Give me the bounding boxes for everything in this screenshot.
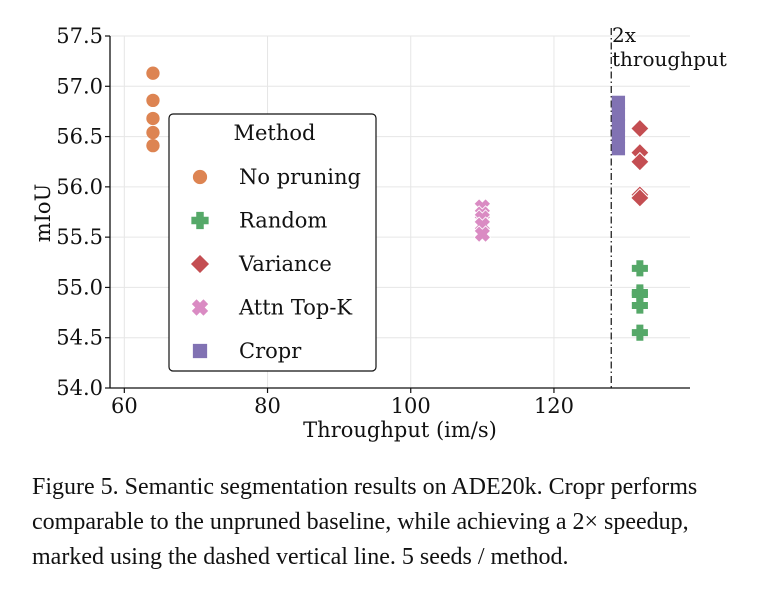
legend-marker-random bbox=[191, 211, 209, 230]
y-tick-label: 54.0 bbox=[56, 376, 103, 400]
variance-point bbox=[630, 151, 650, 172]
legend-marker-attn-top-k bbox=[190, 298, 210, 317]
no-pruning-point bbox=[146, 111, 160, 126]
random-point bbox=[631, 286, 648, 303]
x-tick-label: 120 bbox=[534, 394, 574, 418]
legend-label-cropr: Cropr bbox=[239, 339, 302, 363]
no-pruning-point bbox=[146, 138, 160, 153]
no-pruning-point bbox=[146, 125, 160, 140]
data-points bbox=[146, 66, 650, 341]
scatter-chart: 54.0 54.5 55.0 55.5 56.0 56.5 57.0 57.5 60 80 100 1… bbox=[31, 23, 727, 442]
legend-label-variance: Variance bbox=[238, 252, 332, 276]
y-tick-label: 54.5 bbox=[56, 326, 103, 350]
annotation-throughput: throughput bbox=[612, 47, 727, 71]
variance-point bbox=[630, 118, 650, 139]
no-pruning-point bbox=[146, 66, 160, 80]
x-tick-label: 100 bbox=[391, 394, 431, 418]
y-tick-label: 55.5 bbox=[56, 225, 103, 249]
x-tick-label: 80 bbox=[254, 394, 281, 418]
axes bbox=[105, 35, 690, 393]
x-tick-label: 60 bbox=[111, 394, 138, 418]
cropr-point bbox=[611, 118, 626, 133]
attn-top-k-point bbox=[473, 225, 492, 243]
no-pruning-point bbox=[146, 93, 160, 108]
x-axis-title: Throughput (im/s) bbox=[303, 418, 497, 442]
y-tick-label: 57.0 bbox=[56, 74, 103, 98]
figure-caption: Figure 5. Semantic segmentation results … bbox=[32, 474, 698, 570]
legend-label-no-pruning: No pruning bbox=[239, 165, 361, 189]
random-point bbox=[631, 260, 648, 277]
tick-labels: 54.0 54.5 55.0 55.5 56.0 56.5 57.0 57.5 60 80 100 1… bbox=[56, 24, 574, 418]
legend-label-random: Random bbox=[239, 209, 327, 233]
legend-marker-no-pruning bbox=[192, 169, 208, 185]
y-tick-label: 57.5 bbox=[56, 24, 103, 48]
annotation-2x: 2x bbox=[612, 23, 637, 47]
y-tick-label: 55.0 bbox=[56, 275, 103, 299]
legend-label-attn-top-k: Attn Top-K bbox=[238, 296, 352, 320]
y-tick-label: 56.0 bbox=[56, 175, 103, 199]
random-point bbox=[631, 324, 648, 341]
legend-box bbox=[168, 113, 377, 372]
legend-marker-cropr bbox=[192, 343, 208, 359]
cropr-point bbox=[611, 141, 626, 156]
y-tick-label: 56.5 bbox=[56, 125, 103, 149]
legend: Method No pruning Random Variance Attn Top-K… bbox=[168, 113, 377, 372]
cropr-point bbox=[611, 107, 626, 122]
y-axis-title: mIoU bbox=[31, 184, 55, 243]
random-point bbox=[631, 297, 648, 314]
cropr-point bbox=[611, 129, 626, 144]
cropr-point bbox=[611, 95, 626, 110]
variance-point bbox=[630, 188, 650, 208]
legend-title: Method bbox=[234, 121, 316, 145]
legend-marker-variance bbox=[189, 253, 211, 275]
